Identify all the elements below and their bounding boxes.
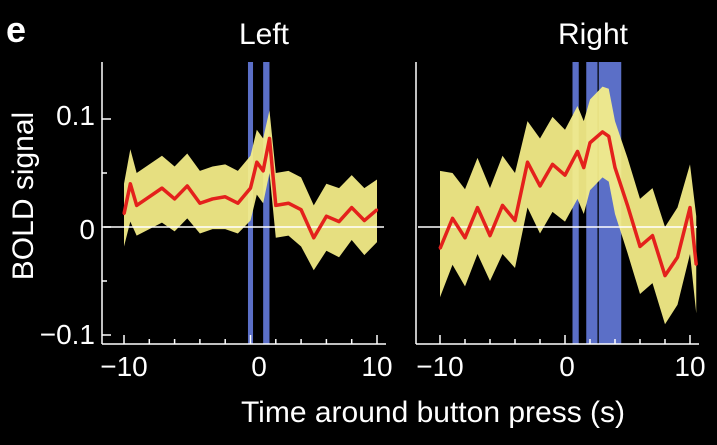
right-data-point-12 [582, 166, 585, 169]
right-data-point-0 [438, 247, 442, 250]
right-data-point-13 [588, 141, 592, 144]
ytick-label-neg0.1: −0.1 [40, 319, 95, 350]
right-data-point-22 [688, 206, 692, 209]
right-xtick-label-0: 0 [559, 351, 575, 382]
ytick-label-0.1: 0.1 [56, 100, 95, 131]
left-data-point-0 [122, 212, 126, 216]
left-data-point-21 [350, 206, 353, 209]
left-data-point-8 [211, 197, 214, 201]
left-data-point-3 [148, 195, 151, 198]
left-data-point-7 [198, 202, 202, 205]
right-data-point-11 [576, 150, 579, 153]
left-data-point-6 [186, 184, 189, 188]
left-data-point-18 [312, 236, 315, 239]
panel-left-title: Left [239, 18, 290, 51]
left-highlight-band-1 [263, 62, 270, 344]
right-data-point-6 [513, 219, 517, 222]
right-data-point-14 [601, 130, 604, 134]
left-data-point-16 [287, 202, 290, 205]
right-data-point-7 [526, 161, 529, 164]
right-data-point-16 [613, 166, 617, 169]
right-data-point-18 [638, 245, 642, 248]
right-data-point-4 [488, 234, 492, 237]
right-highlight-band-0 [572, 62, 579, 344]
left-data-point-2 [135, 204, 138, 207]
right-mean-line [438, 130, 698, 278]
panel-letter: e [6, 9, 26, 50]
right-data-point-23 [695, 263, 698, 266]
right-highlight-band-1 [586, 62, 598, 344]
right-data-point-20 [663, 274, 667, 277]
right-xtick-label-10: 10 [674, 351, 705, 382]
left-mean-line [122, 136, 379, 240]
left-data-point-20 [337, 220, 341, 223]
panel-left-plot [101, 62, 386, 345]
left-data-point-10 [236, 202, 240, 205]
right-data-point-19 [651, 234, 654, 237]
right-data-point-10 [563, 173, 567, 177]
left-data-point-11 [249, 186, 252, 190]
right-data-point-1 [451, 217, 454, 220]
left-data-point-14 [268, 137, 271, 140]
left-data-point-15 [274, 204, 277, 207]
right-data-point-9 [551, 163, 554, 166]
left-xtick-label-neg10: −10 [100, 351, 148, 382]
right-data-point-21 [676, 256, 679, 259]
panel-right-title: Right [558, 18, 629, 51]
left-data-point-9 [224, 195, 227, 198]
x-axis-label: Time around button press (s) [241, 396, 625, 429]
left-data-point-13 [261, 169, 265, 173]
ytick-label-0: 0 [79, 214, 95, 245]
right-xtick-label-neg10: −10 [416, 351, 464, 382]
left-data-point-23 [375, 208, 379, 211]
left-data-point-19 [325, 215, 328, 218]
right-data-point-8 [538, 184, 542, 188]
right-data-point-17 [626, 204, 629, 207]
right-data-point-3 [476, 206, 479, 209]
right-data-point-5 [501, 204, 504, 207]
left-data-point-22 [363, 219, 366, 222]
left-data-point-4 [160, 186, 164, 190]
right-error-band [440, 86, 697, 325]
left-data-point-1 [129, 182, 132, 185]
left-xtick-label-0: 0 [251, 351, 267, 382]
right-data-point-15 [607, 135, 610, 138]
left-xtick-label-10: 10 [361, 351, 392, 382]
left-data-point-12 [255, 161, 259, 164]
left-data-point-17 [299, 208, 303, 211]
y-axis-label: BOLD signal [7, 112, 40, 280]
right-data-point-2 [463, 236, 467, 239]
left-data-point-5 [173, 197, 176, 201]
panel-right-plot [415, 62, 699, 345]
